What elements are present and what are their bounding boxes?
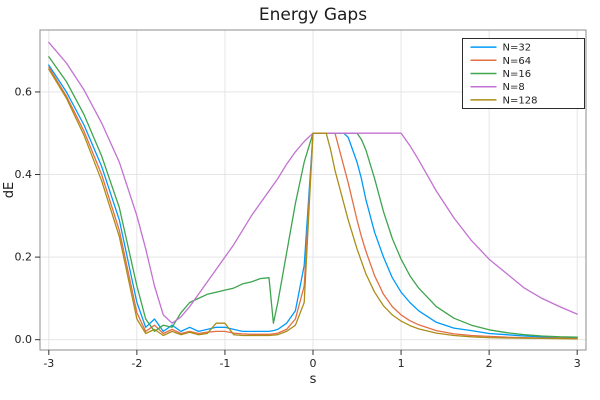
x-axis-label: s <box>309 372 317 387</box>
legend-label-N=128: N=128 <box>503 95 538 106</box>
chart-title: Energy Gaps <box>258 5 368 25</box>
x-tick-label: 2 <box>486 357 493 370</box>
legend-label-N=8: N=8 <box>503 82 525 93</box>
series-line-N=16 <box>48 56 578 338</box>
y-tick-label: 0.6 <box>15 85 33 98</box>
x-tick-label: -3 <box>43 357 54 370</box>
series-line-N=128 <box>48 68 578 340</box>
x-tick-label: 3 <box>574 357 581 370</box>
y-tick-label: 0.4 <box>15 168 33 181</box>
legend-label-N=64: N=64 <box>503 56 532 67</box>
x-tick-label: 0 <box>310 357 317 370</box>
x-tick-label: -1 <box>219 357 230 370</box>
x-tick-label: -2 <box>131 357 142 370</box>
series-line-N=8 <box>48 41 578 324</box>
y-tick-label: 0.0 <box>15 333 33 346</box>
x-tick-label: 1 <box>398 357 405 370</box>
legend-label-N=16: N=16 <box>503 69 532 80</box>
legend-label-N=32: N=32 <box>503 43 532 54</box>
y-tick-label: 0.2 <box>15 251 33 264</box>
y-axis-label: dE <box>2 181 17 199</box>
